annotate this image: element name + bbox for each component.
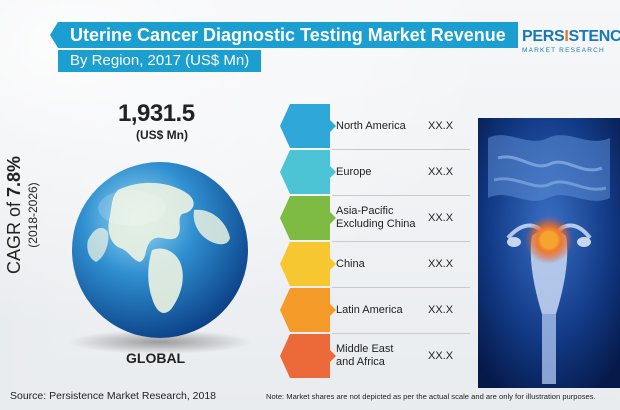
disclaimer-note: Note: Market shares are not depicted as …	[266, 392, 596, 401]
region-row: Europe XX.X	[332, 150, 472, 194]
region-marker	[280, 334, 330, 378]
region-marker	[280, 242, 330, 286]
globe-label: GLOBAL	[126, 350, 186, 366]
cagr-value: 7.8%	[4, 155, 24, 197]
region-value: XX.X	[428, 166, 454, 178]
region-name: Middle East and Africa	[336, 343, 394, 368]
region-marker	[280, 150, 330, 194]
region-row: Latin America XX.X	[332, 288, 472, 332]
region-markers	[280, 104, 336, 378]
row-divider	[332, 287, 470, 288]
cagr-label: CAGR of 7.8% (2018-2026)	[4, 130, 44, 300]
cagr-prefix: CAGR of	[4, 197, 24, 275]
region-value: XX.X	[428, 120, 454, 132]
region-name: Latin America	[336, 303, 403, 316]
region-name: China	[336, 257, 365, 270]
region-value: XX.X	[428, 304, 454, 316]
row-divider	[332, 149, 470, 150]
region-value: XX.X	[428, 212, 454, 224]
logo-wordmark: PERSISTENCE	[522, 28, 620, 45]
uterus-illustration	[478, 118, 620, 388]
total-value: 1,931.5	[118, 100, 195, 127]
region-marker	[280, 196, 330, 240]
region-row: Middle East and Africa XX.X	[332, 334, 472, 378]
row-divider	[332, 195, 470, 196]
region-marker	[280, 104, 330, 148]
region-marker-notch	[330, 120, 336, 132]
region-marker-notch	[330, 304, 336, 316]
row-divider	[332, 241, 470, 242]
region-marker-notch	[330, 212, 336, 224]
brand-logo: PERSISTENCE MARKET RESEARCH	[522, 28, 620, 72]
chart-subtitle: By Region, 2017 (US$ Mn)	[58, 50, 262, 72]
region-name: Asia-Pacific Excluding China	[336, 205, 416, 230]
region-value: XX.X	[428, 350, 454, 362]
row-divider	[332, 333, 470, 334]
chart-title: Uterine Cancer Diagnostic Testing Market…	[50, 22, 518, 48]
region-marker-notch	[330, 350, 336, 362]
source-note: Source: Persistence Market Research, 201…	[10, 390, 217, 402]
region-row: China XX.X	[332, 242, 472, 286]
region-chart: North America XX.X Europe XX.X Asia-Pacific …	[268, 102, 478, 382]
globe-icon	[68, 162, 252, 354]
region-marker-notch	[330, 258, 336, 270]
region-row: North America XX.X	[332, 104, 472, 148]
region-value: XX.X	[428, 258, 454, 270]
region-name: North America	[336, 119, 406, 132]
region-marker-notch	[330, 166, 336, 178]
region-marker	[280, 288, 330, 332]
region-name: Europe	[336, 165, 372, 178]
total-unit: (US$ Mn)	[136, 128, 188, 142]
logo-tagline: MARKET RESEARCH	[522, 47, 605, 54]
region-row: Asia-Pacific Excluding China XX.X	[332, 196, 472, 240]
cagr-period: (2018-2026)	[26, 182, 40, 248]
